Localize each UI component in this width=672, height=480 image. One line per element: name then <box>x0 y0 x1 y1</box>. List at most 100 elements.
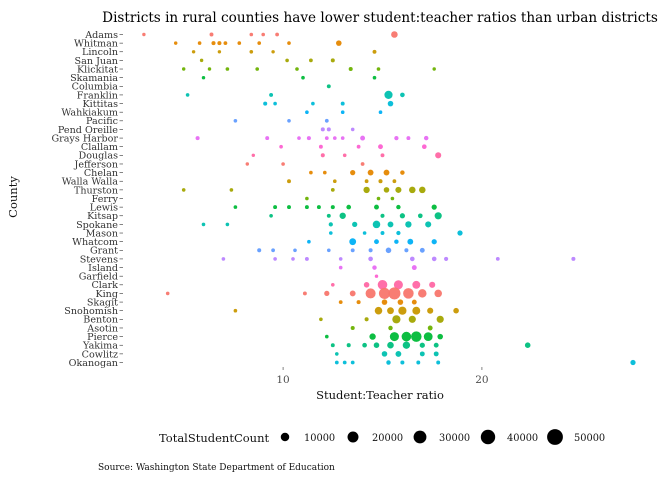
data-point <box>346 204 352 210</box>
data-point <box>271 248 275 253</box>
data-point <box>217 41 222 46</box>
data-point <box>340 101 345 106</box>
data-point <box>307 239 311 244</box>
data-point <box>369 333 376 340</box>
data-point <box>223 41 228 45</box>
data-point <box>391 31 398 38</box>
data-point <box>295 67 299 71</box>
data-point <box>368 248 373 253</box>
data-point <box>334 360 339 365</box>
y-tick-label: Kitsap <box>87 211 118 222</box>
data-point <box>318 144 323 149</box>
data-point <box>374 239 379 245</box>
data-point <box>399 213 406 219</box>
data-point <box>423 332 433 341</box>
data-point <box>233 308 238 313</box>
data-point <box>346 343 351 348</box>
data-point <box>332 179 337 184</box>
data-point <box>404 248 409 253</box>
data-point <box>360 162 365 166</box>
data-point <box>436 360 441 365</box>
data-point <box>383 187 390 193</box>
data-point <box>407 238 414 245</box>
y-tick-label: Spokane <box>76 220 118 231</box>
data-point <box>367 169 374 176</box>
data-point <box>322 170 327 175</box>
data-point <box>392 179 397 184</box>
y-tick-label: Grant <box>90 246 118 257</box>
data-point <box>390 196 395 201</box>
data-point <box>342 153 347 158</box>
data-point <box>435 152 442 159</box>
y-tick-label: Kittitas <box>82 99 118 110</box>
data-point <box>372 220 381 229</box>
y-tick-label: Island <box>88 263 118 274</box>
data-point <box>437 333 443 340</box>
data-point <box>411 299 417 305</box>
data-point <box>368 256 373 262</box>
data-point <box>349 238 357 246</box>
data-point <box>419 351 425 357</box>
data-point <box>352 221 358 228</box>
y-tick-label: Jefferson <box>74 159 118 170</box>
data-point <box>201 222 206 227</box>
data-point <box>381 351 388 357</box>
data-point <box>309 58 313 63</box>
data-point <box>306 136 311 141</box>
data-point <box>302 291 307 296</box>
data-point <box>271 50 275 54</box>
data-point <box>173 41 178 45</box>
data-point <box>524 342 531 348</box>
y-tick-label: Clallam <box>81 142 118 153</box>
data-point <box>436 315 444 323</box>
data-point <box>324 334 329 339</box>
data-point <box>419 247 425 253</box>
data-point <box>320 127 325 132</box>
data-point <box>249 49 254 54</box>
data-point <box>374 306 383 315</box>
data-point <box>332 136 337 140</box>
data-point <box>411 265 417 271</box>
data-point <box>269 92 274 97</box>
data-point <box>384 90 393 99</box>
data-point <box>387 307 394 315</box>
data-point <box>372 75 377 80</box>
data-point <box>453 307 459 314</box>
data-point <box>356 300 361 305</box>
data-point <box>340 110 345 115</box>
data-point <box>330 58 335 63</box>
data-point <box>380 213 385 218</box>
data-point <box>275 32 279 37</box>
data-point <box>364 317 369 322</box>
data-point <box>392 315 401 324</box>
data-point <box>142 32 146 37</box>
data-point <box>199 58 204 63</box>
data-point <box>349 290 356 297</box>
data-point <box>181 67 186 71</box>
data-point <box>416 360 421 365</box>
legend-label: 20000 <box>372 433 403 444</box>
data-point <box>304 256 309 261</box>
data-point <box>225 67 230 71</box>
data-point <box>423 135 429 141</box>
data-point <box>273 101 277 106</box>
y-tick-label: Grays Harbor <box>51 133 118 144</box>
legend-label: 40000 <box>507 433 538 444</box>
data-point <box>245 162 250 166</box>
data-point <box>350 325 355 331</box>
data-point <box>338 265 343 270</box>
y-tick-label: Mason <box>86 228 118 239</box>
data-point <box>457 230 463 236</box>
data-point <box>326 248 331 253</box>
data-point <box>383 169 390 176</box>
legend-title: TotalStudentCount <box>159 431 269 445</box>
data-point <box>433 351 439 357</box>
data-point <box>571 256 576 261</box>
data-point <box>336 40 342 46</box>
data-point <box>374 204 379 210</box>
data-point <box>257 41 262 45</box>
data-point <box>281 162 285 166</box>
data-point <box>427 307 434 314</box>
data-point <box>273 205 278 210</box>
data-point <box>397 299 404 305</box>
